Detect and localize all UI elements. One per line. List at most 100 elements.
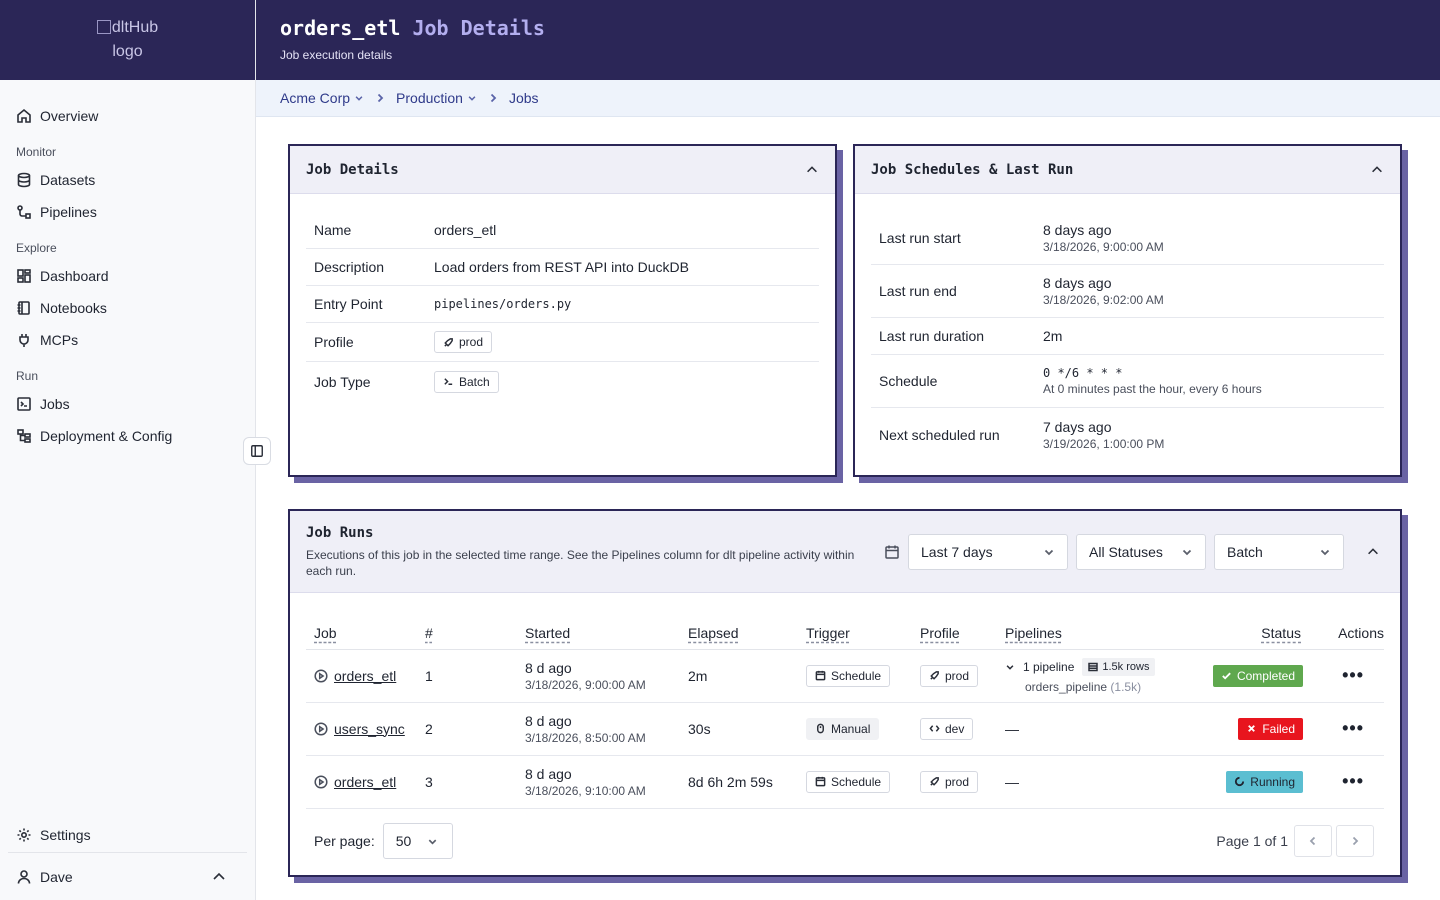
col-num[interactable]: #	[425, 617, 525, 650]
status-select[interactable]: All Statuses	[1076, 534, 1206, 570]
rocket-icon	[930, 777, 939, 786]
sidebar-toggle-button[interactable]	[243, 437, 271, 465]
logo[interactable]: dltHub logo	[0, 0, 255, 80]
col-pipelines[interactable]: Pipelines	[1005, 617, 1181, 650]
row-actions-button[interactable]: •••	[1342, 770, 1364, 791]
card-description: Executions of this job in the selected t…	[306, 548, 855, 578]
chevron-up-icon	[213, 872, 225, 880]
sidebar-item-datasets[interactable]: Datasets	[8, 164, 247, 196]
job-details-list: Name orders_etl Description Load orders …	[306, 212, 819, 401]
x-icon	[1248, 725, 1256, 732]
play-circle-icon	[314, 721, 328, 736]
nav-group-monitor: Monitor	[16, 145, 57, 159]
job-type-tag: Batch	[434, 370, 499, 393]
job-runs-table: Job # Started Elapsed Trigger Profile Pi…	[306, 617, 1384, 809]
table-icon	[1088, 662, 1099, 671]
sidebar-item-label: Jobs	[40, 396, 70, 412]
chevron-down-icon	[355, 96, 363, 101]
nav-group-run: Run	[16, 369, 39, 383]
job-link[interactable]: users_sync	[314, 721, 425, 737]
code-icon	[929, 725, 940, 732]
profile-tag: prod	[434, 331, 493, 353]
sidebar-nav: Overview Monitor Datasets Pipelines Expl…	[8, 100, 247, 452]
job-runs-card: Job Runs Executions of this job in the s…	[288, 509, 1402, 877]
breadcrumb-org[interactable]: Acme Corp	[280, 90, 364, 106]
next-page-button[interactable]	[1336, 825, 1374, 857]
chevron-up-icon[interactable]	[1366, 545, 1380, 559]
chevron-up-icon[interactable]	[805, 163, 819, 177]
rows-badge: 1.5k rows	[1082, 657, 1156, 676]
chevron-left-icon	[1309, 836, 1316, 846]
schedule-row-duration: Last run duration 2m	[871, 318, 1384, 355]
breadcrumb-env[interactable]: Production	[396, 90, 477, 106]
sidebar-footer: Settings	[8, 819, 247, 851]
page-indicator: Page 1 of 1	[1216, 833, 1288, 849]
play-circle-icon	[314, 774, 328, 789]
table-row: orders_etl 1 8 d ago 3/18/2026, 9:00:00 A…	[306, 649, 1384, 703]
chevron-right-icon	[490, 93, 497, 103]
sidebar-item-deployment[interactable]: Deployment & Config	[8, 420, 247, 452]
job-type-select[interactable]: Batch	[1214, 534, 1344, 570]
pagination: Per page: 50 Page 1 of 1	[314, 823, 1376, 859]
check-icon	[1222, 672, 1231, 680]
sidebar-item-notebooks[interactable]: Notebooks	[8, 292, 247, 324]
database-icon	[17, 172, 31, 188]
schedules-card: Job Schedules & Last Run Last run start …	[853, 144, 1402, 477]
pipeline-name: orders_pipeline (1.5k)	[1025, 679, 1142, 694]
page-subtitle: Job execution details	[280, 48, 393, 62]
chevron-right-icon	[1352, 836, 1359, 846]
row-actions-button[interactable]: •••	[1342, 717, 1364, 738]
chevron-down-icon	[1044, 549, 1054, 556]
col-status[interactable]: Status	[1181, 617, 1303, 650]
prev-page-button[interactable]	[1294, 825, 1332, 857]
per-page-label: Per page:	[314, 833, 375, 849]
notebook-icon	[17, 301, 30, 315]
spinner-icon	[1235, 776, 1245, 787]
card-header: Job Runs Executions of this job in the s…	[290, 511, 1400, 593]
chevron-right-icon	[377, 93, 384, 103]
sidebar-item-dashboard[interactable]: Dashboard	[8, 260, 247, 292]
table-row: orders_etl 3 8 d ago 3/18/2026, 9:10:00 A…	[306, 755, 1384, 809]
card-title: Job Details	[306, 161, 399, 178]
sidebar-item-overview[interactable]: Overview	[8, 100, 247, 132]
chevron-up-icon[interactable]	[1370, 163, 1384, 177]
col-started[interactable]: Started	[525, 617, 688, 650]
pipelines-toggle[interactable]: 1 pipeline 1.5k rows	[1005, 657, 1181, 676]
schedule-row-cron: Schedule 0 */6 * * * At 0 minutes past th…	[871, 355, 1384, 408]
schedule-row-next-run: Next scheduled run 7 days ago 3/19/2026, …	[879, 418, 1165, 451]
sidebar-item-pipelines[interactable]: Pipelines	[8, 196, 247, 228]
col-job[interactable]: Job	[314, 617, 425, 650]
col-profile[interactable]: Profile	[920, 617, 1005, 650]
user-menu[interactable]: Dave	[8, 852, 247, 900]
profile-tag: prod	[920, 664, 979, 687]
col-elapsed[interactable]: Elapsed	[688, 617, 806, 650]
profile-tag: prod	[920, 770, 979, 793]
status-badge: Completed	[1212, 664, 1303, 687]
breadcrumb-section[interactable]: Jobs	[508, 90, 539, 106]
rocket-icon	[930, 671, 939, 680]
sidebar-item-settings[interactable]: Settings	[8, 819, 247, 851]
col-trigger[interactable]: Trigger	[806, 617, 920, 650]
table-row: users_sync 2 8 d ago 3/18/2026, 8:50:00 A…	[306, 702, 1384, 756]
chevron-down-icon	[1182, 549, 1192, 556]
status-badge: Failed	[1238, 717, 1303, 740]
job-link[interactable]: orders_etl	[314, 668, 425, 684]
row-actions-button[interactable]: •••	[1342, 664, 1364, 685]
broken-image-icon	[96, 20, 111, 34]
pipeline-icon	[17, 205, 31, 219]
job-link[interactable]: orders_etl	[314, 774, 425, 790]
sidebar-item-mcps[interactable]: MCPs	[8, 324, 247, 356]
sidebar-item-label: Pipelines	[40, 204, 97, 220]
trigger-tag: Schedule	[806, 770, 891, 793]
detail-row-job-type: Job Type Batch	[306, 362, 819, 401]
chevron-down-icon	[428, 839, 437, 845]
sidebar-item-label: Datasets	[40, 172, 96, 188]
calendar-icon	[815, 776, 826, 787]
trigger-tag: Schedule	[806, 664, 891, 687]
sidebar-item-jobs[interactable]: Jobs	[8, 388, 247, 420]
dashboard-icon	[17, 269, 31, 283]
card-title: Job Runs	[306, 525, 374, 541]
user-name: Dave	[40, 868, 73, 885]
per-page-select[interactable]: 50	[382, 823, 453, 859]
time-range-select[interactable]: Last 7 days	[908, 534, 1068, 570]
